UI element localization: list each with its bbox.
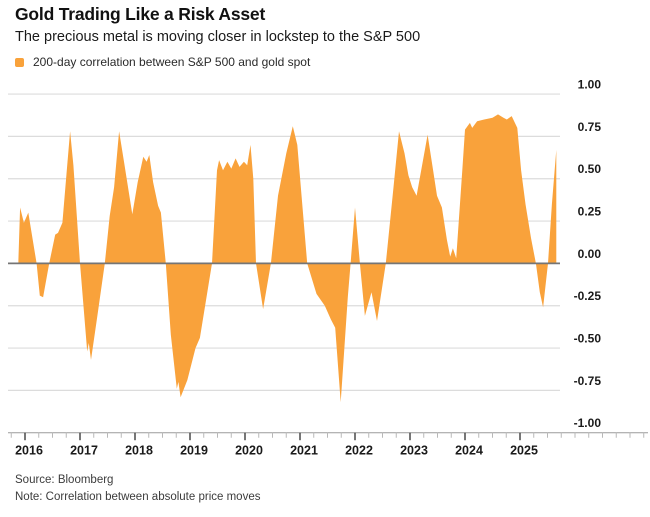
y-tick-label: 0.50 bbox=[578, 162, 602, 176]
x-tick-label: 2017 bbox=[70, 444, 98, 458]
chart-subtitle: The precious metal is moving closer in l… bbox=[15, 29, 421, 45]
y-tick-label: 0.75 bbox=[578, 120, 602, 134]
x-tick-label: 2025 bbox=[510, 444, 538, 458]
x-tick-label: 2018 bbox=[125, 444, 153, 458]
legend-label: 200-day correlation between S&P 500 and … bbox=[33, 55, 311, 69]
y-tick-label: 0.00 bbox=[578, 247, 602, 261]
source-text: Source: Bloomberg bbox=[15, 474, 114, 486]
legend-swatch-icon bbox=[15, 57, 24, 67]
x-axis-labels: 2016 2017 2018 2019 2020 2021 2022 2023 2024 2025 bbox=[15, 444, 538, 458]
y-axis-labels: 1.00 0.75 0.50 0.25 0.00 -0.25 -0.50 -0.75 -1.00 bbox=[574, 78, 602, 431]
x-tick-label: 2020 bbox=[235, 444, 263, 458]
y-tick-label: -0.25 bbox=[574, 289, 602, 303]
note-text: Note: Correlation between absolute price… bbox=[15, 491, 261, 503]
x-tick-label: 2024 bbox=[455, 444, 483, 458]
x-tick-label: 2019 bbox=[180, 444, 208, 458]
x-tick-label: 2022 bbox=[345, 444, 373, 458]
y-tick-label: 0.25 bbox=[578, 205, 602, 219]
x-tick-label: 2016 bbox=[15, 444, 43, 458]
x-tick-label: 2021 bbox=[290, 444, 318, 458]
axis-ticks bbox=[8, 432, 648, 441]
chart-title: Gold Trading Like a Risk Asset bbox=[15, 4, 266, 24]
y-tick-label: -0.75 bbox=[574, 374, 602, 388]
y-tick-label: -1.00 bbox=[574, 416, 602, 430]
correlation-area bbox=[18, 114, 557, 403]
y-tick-label: 1.00 bbox=[578, 78, 602, 92]
legend: 200-day correlation between S&P 500 and … bbox=[15, 55, 310, 69]
x-tick-label: 2023 bbox=[400, 444, 428, 458]
y-tick-label: -0.50 bbox=[574, 332, 602, 346]
